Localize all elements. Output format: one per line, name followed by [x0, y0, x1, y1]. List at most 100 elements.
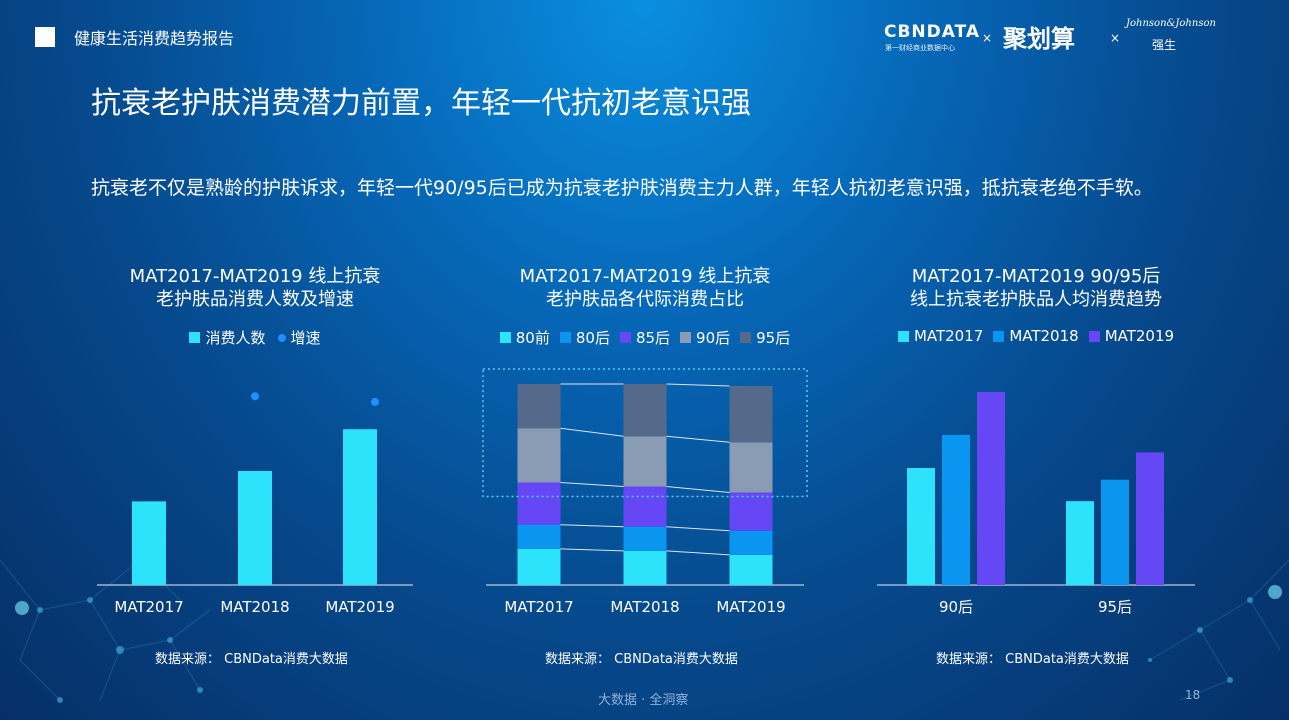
legend-item: MAT2019 [1088, 327, 1175, 345]
legend-item: MAT2017 [897, 327, 984, 345]
legend-item: 90后 [680, 327, 730, 348]
chart2-title-line1: MAT2017-MAT2019 线上抗衰 [519, 266, 771, 287]
growth-dot [251, 392, 259, 401]
legend-label: MAT2019 [1104, 327, 1175, 345]
legend-label: 90后 [696, 329, 731, 347]
report-title: 健康生活消费趋势报告 [74, 29, 235, 48]
chart2-plot: MAT2017 MAT2018 MAT2019 [482, 368, 808, 616]
connector-line [666, 550, 730, 556]
x-tick-label: MAT2018 [610, 598, 679, 616]
chart2-source: 数据来源： CBNData消费大数据 [545, 652, 738, 667]
legend-swatch [559, 332, 571, 343]
legend-swatch [993, 330, 1005, 342]
legend-swatch [740, 332, 752, 343]
bar [132, 501, 166, 585]
stacked-segment [623, 526, 667, 551]
legend-label: MAT2018 [1009, 327, 1079, 345]
chart3-source: 数据来源： CBNData消费大数据 [936, 652, 1129, 667]
footer-tagline: 大数据 · 全洞察 [598, 693, 689, 708]
x-tick-label: MAT2017 [114, 598, 183, 616]
legend-swatch [680, 332, 692, 343]
stacked-segment [517, 482, 561, 525]
legend-label: 80前 [515, 329, 550, 347]
chart1-title: MAT2017-MAT2019 线上抗衰 老护肤品消费人数及增速 [95, 265, 415, 311]
x-tick-label: 95后 [1098, 598, 1132, 616]
x-tick-label: 90后 [939, 598, 973, 616]
chart2-legend: 80前 80后 85后 90后 95后 [475, 327, 815, 348]
highlight-box [482, 368, 808, 498]
chart3-plot: 90后 95后 [877, 391, 1195, 616]
legend-label: 95后 [756, 329, 791, 347]
chart1-plot: MAT2017 MAT2018 MAT2019 [97, 392, 413, 616]
logo-square [35, 27, 55, 47]
page-headline: 抗衰老护肤消费潜力前置，年轻一代抗初老意识强 [91, 86, 751, 121]
bar [977, 391, 1005, 585]
legend-item: 85后 [619, 327, 671, 348]
chart3-title-line1: MAT2017-MAT2019 90/95后 [911, 266, 1161, 287]
chart1-legend: 消费人数 增速 [95, 327, 415, 348]
brand-cbndata: CBNDATA [884, 22, 981, 42]
connector-line [666, 486, 730, 494]
stacked-segment [729, 386, 773, 443]
chart2-title: MAT2017-MAT2019 线上抗衰 老护肤品各代际消费占比 [485, 265, 805, 311]
stacked-segment [729, 442, 773, 493]
stacked-segment [517, 384, 561, 429]
chart1-source: 数据来源： CBNData消费大数据 [155, 652, 348, 667]
stacked-segment [623, 384, 667, 437]
connector-line [560, 524, 624, 528]
legend-dot [277, 333, 286, 342]
legend-swatch [1088, 330, 1100, 342]
page-description: 抗衰老不仅是熟龄的护肤诉求，年轻一代90/95后已成为抗衰老护肤消费主力人群，年… [91, 177, 1153, 199]
x-tick-label: MAT2019 [325, 598, 394, 616]
chart3-legend: MAT2017 MAT2018 MAT2019 [866, 327, 1206, 345]
x-tick-label: MAT2018 [220, 598, 289, 616]
stacked-segment [623, 436, 667, 487]
legend-item: 80后 [559, 327, 610, 348]
connector-line [560, 481, 624, 488]
x-tick-label: MAT2019 [716, 598, 785, 616]
legend-swatch [189, 332, 201, 343]
legend-label: 增速 [290, 329, 321, 347]
stacked-segment [623, 550, 667, 585]
stacked-segment [729, 530, 773, 555]
chart3-title-line2: 线上抗衰老护肤品人均消费趋势 [910, 289, 1162, 310]
brand-juhuasuan: 聚划算 [1003, 25, 1075, 53]
chart3-title: MAT2017-MAT2019 90/95后 线上抗衰老护肤品人均消费趋势 [876, 265, 1196, 311]
legend-item: 消费人数 [189, 327, 266, 348]
brand-cbndata-subtitle: 第一财经商业数据中心 [885, 44, 955, 52]
brand-qiangsheng: 强生 [1152, 38, 1177, 52]
stacked-segment [517, 548, 561, 585]
legend-item: 95后 [740, 327, 790, 348]
legend-swatch [499, 332, 511, 343]
chart2-title-line2: 老护肤品各代际消费占比 [546, 289, 744, 310]
x-tick-label: MAT2017 [504, 598, 573, 616]
connector-line [560, 427, 624, 437]
chart1-title-line1: MAT2017-MAT2019 线上抗衰 [129, 266, 381, 287]
page-number: 18 [1185, 688, 1201, 702]
connector-line [666, 526, 730, 532]
stacked-segment [517, 524, 561, 549]
legend-label: 85后 [635, 329, 671, 347]
legend-item: 80前 [499, 327, 550, 348]
chart1-title-line2: 老护肤品消费人数及增速 [156, 289, 354, 310]
connector-line [666, 383, 730, 387]
connector-line [560, 548, 624, 552]
brand-johnson: Johnson&Johnson [1126, 18, 1216, 29]
stacked-segment [517, 428, 561, 483]
legend-swatch [619, 332, 631, 343]
connector-line [666, 435, 730, 443]
legend-item: 增速 [277, 327, 321, 348]
growth-dot [371, 397, 379, 406]
bar [907, 468, 935, 585]
stacked-segment [623, 486, 667, 527]
bar [343, 429, 377, 585]
bar [942, 434, 970, 585]
bar [1136, 452, 1164, 585]
bar [1101, 479, 1129, 585]
legend-label: 消费人数 [205, 329, 266, 347]
legend-label: MAT2017 [913, 327, 984, 345]
brand-separator: × [982, 31, 993, 45]
legend-swatch [897, 330, 909, 342]
legend-item: MAT2018 [993, 327, 1079, 345]
